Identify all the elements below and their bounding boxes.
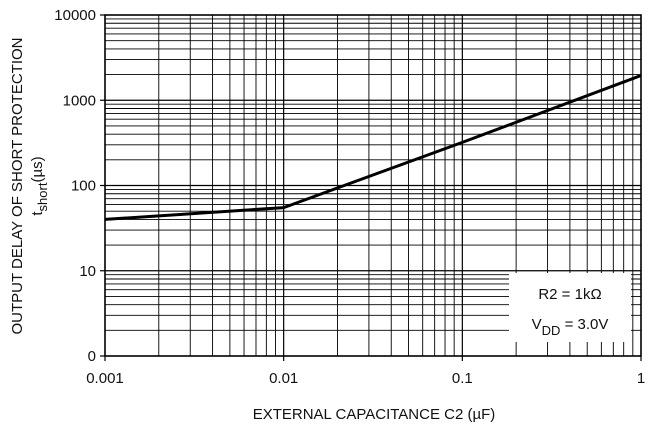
x-axis-label: EXTERNAL CAPACITANCE C2 (µF) [253, 406, 496, 423]
y-label-unit: (µs) [29, 156, 46, 182]
x-tick-label: 0.01 [269, 370, 298, 387]
x-tick-label: 0.001 [86, 370, 124, 387]
series-line [104, 74, 642, 221]
y-tick-label: 10000 [54, 7, 96, 24]
legend-vdd-sub: DD [542, 323, 561, 338]
y-tick-label: 0 [88, 348, 96, 365]
y-axis-label-line2: tshort(µs) [29, 156, 50, 215]
axes [100, 14, 642, 361]
y-tick-label: 100 [71, 178, 96, 195]
legend-vdd-main: V [532, 316, 542, 333]
y-label-sub: short [35, 182, 50, 211]
legend-line-vdd: VDD = 3.0V [532, 316, 609, 338]
y-axis-label-line1: OUTPUT DELAY OF SHORT PROTECTION [9, 38, 26, 335]
y-tick-label: 1000 [63, 92, 96, 109]
y-label-t: t [29, 211, 46, 216]
legend-vdd-rest: = 3.0V [560, 316, 608, 333]
legend-line-r2: R2 = 1kΩ [538, 286, 601, 303]
legend-background [509, 273, 631, 342]
x-tick-label: 1 [637, 370, 645, 387]
y-tick-label: 10 [79, 263, 96, 280]
legend-box: R2 = 1kΩ VDD = 3.0V [509, 273, 631, 342]
series-group [104, 74, 642, 221]
x-tick-label: 0.1 [452, 370, 473, 387]
